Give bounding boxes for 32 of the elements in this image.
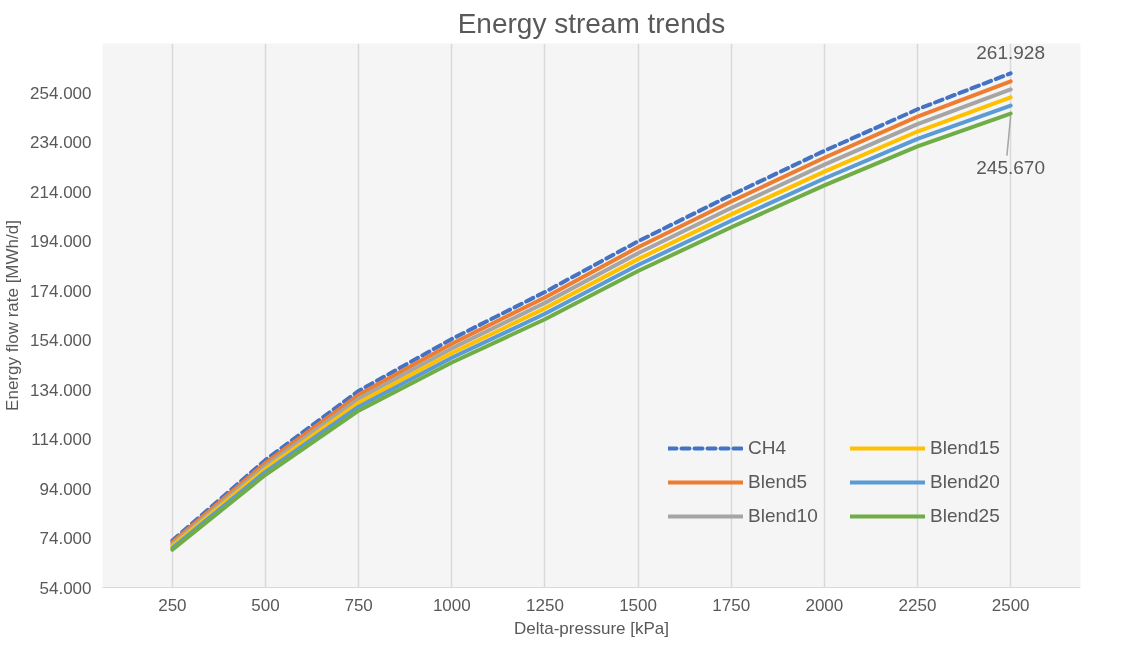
x-tick-label: 1500 [619,595,657,615]
y-tick-label: 114.000 [31,430,92,450]
y-tick-label: 154.000 [30,331,92,351]
y-tick-label: 254.000 [30,83,92,103]
legend-label: Blend10 [748,505,819,527]
y-tick-label: 234.000 [30,133,92,153]
y-tick-label: 74.000 [39,529,92,549]
y-tick-label: 94.000 [39,479,92,499]
x-tick-label: 1000 [432,595,471,615]
x-tick-label: 750 [344,595,373,615]
legend-label: Blend5 [748,471,809,493]
x-tick-label: 1750 [712,595,751,615]
y-tick-label: 54.000 [39,578,92,598]
y-tick-label: 134.000 [30,380,92,400]
annotation: 261.928 [976,42,1045,64]
x-tick-label: 2000 [805,595,844,615]
legend-label: Blend25 [930,505,1001,527]
y-tick-label: 194.000 [30,232,92,252]
y-tick-label: 174.000 [30,281,92,301]
legend-label: Blend15 [930,437,1001,459]
x-tick-label: 2500 [991,595,1030,615]
x-tick-label: 1250 [526,595,564,615]
y-axis-title: Energy flow rate [MWh/d] [3,220,23,411]
legend-label: CH4 [748,437,787,459]
x-tick-label: 2250 [898,595,937,615]
x-tick-label: 500 [251,595,280,615]
chart-title: Energy stream trends [457,7,726,39]
legend-label: Blend20 [930,471,1001,493]
annotation: 245.670 [976,156,1045,178]
x-axis-title: Delta-pressure [kPa] [514,618,669,638]
y-tick-label: 214.000 [30,182,92,202]
x-tick-label: 250 [158,595,187,615]
